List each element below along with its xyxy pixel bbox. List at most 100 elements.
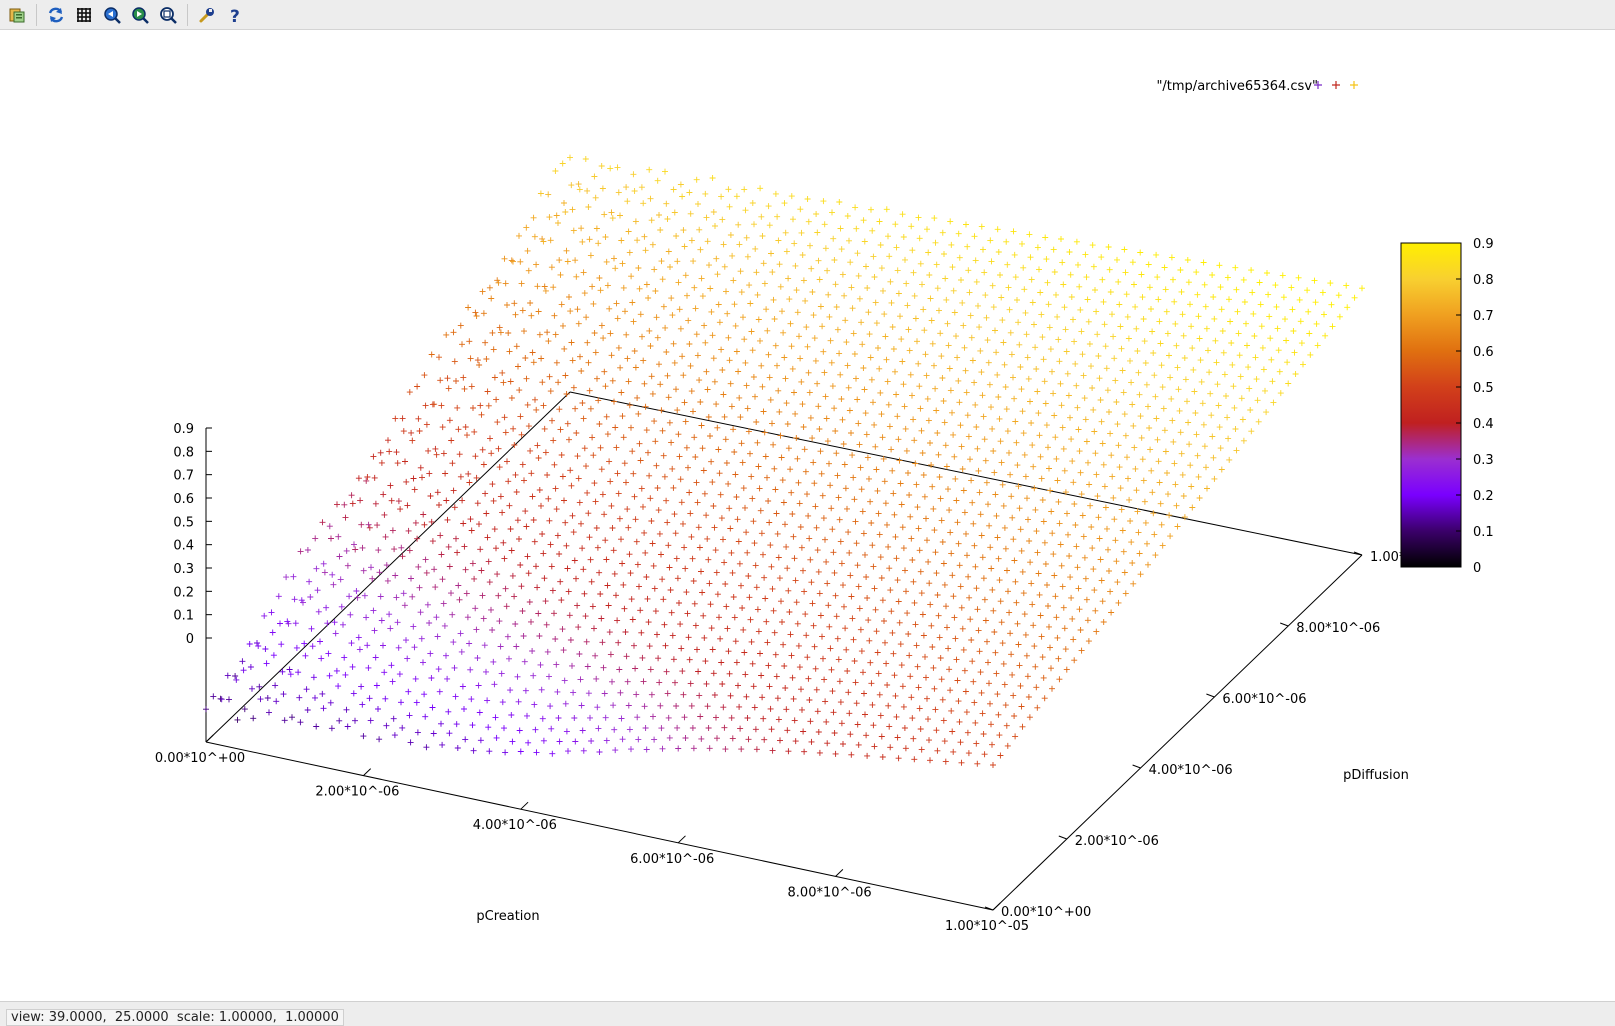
zoom-back-icon [104,6,121,24]
surface-point-group [537,190,1143,398]
colorbar-tick-label: 0.9 [1473,237,1494,252]
surface-point-group [469,722,476,729]
y-tick-mark [1280,622,1289,627]
colorbar: 0 0.1 0.2 0.3 0.4 0.5 0.6 0.7 0.8 0.9 [1400,237,1494,576]
surface-point-group [386,448,894,751]
surface-point-group [524,247,1142,536]
surface-point-group [696,692,703,699]
surface-point-group [1073,238,1288,323]
surface-point-group [599,185,1183,414]
surface-point-group [1010,692,1017,699]
surface-point-group [366,695,413,719]
surface-point-group [433,614,528,665]
surface-point-group [268,609,403,678]
surface-point-group [625,228,1049,407]
surface-point-group [428,518,435,525]
surface-point-group [694,352,1080,550]
surface-point-group [757,185,1267,373]
surface-point-group [479,446,925,753]
surface-point-group [407,739,414,746]
surface-point-group [436,354,1024,689]
surface-point-group [781,193,1276,385]
surface-point-group [462,566,678,686]
surface-point-group [764,474,1038,650]
export-button[interactable] [4,2,30,28]
surface-point-group [250,715,257,722]
z-tick-label: 0.5 [173,515,194,530]
surface-point-group [446,563,736,742]
surface-point-group [324,620,578,721]
surface-point-group [382,533,389,540]
surface-point-group [876,218,1227,356]
surface-point-group [479,592,574,643]
surface-point-group [432,584,688,721]
surface-point-group [499,369,878,592]
surface-point-group [398,544,607,671]
zoom-previous-button[interactable] [99,2,125,28]
surface-point-group [417,609,448,629]
surface-point-group [1285,380,1292,387]
surface-point-group [247,664,254,670]
surface-point-group [518,431,978,706]
surface-point-group [997,272,1180,349]
surface-point-group [493,734,500,741]
surface-point-group [573,430,580,436]
help-button[interactable]: ? [222,2,248,28]
surface-point-group [576,186,1166,391]
surface-point-group [517,413,1010,729]
plot-canvas[interactable]: 0.00*10^+00 2.00*10^-06 4.00*10^-06 6.00*10… [0,30,1615,1000]
surface-point-group [450,639,601,711]
surface-point-group [562,187,1217,461]
config-button[interactable] [194,2,220,28]
surface-point-group [466,471,884,719]
refresh-icon [48,7,64,22]
surface-point-group [357,497,379,507]
surface-point-group [363,477,745,753]
surface-point-group [352,546,398,553]
autoscale-button[interactable] [155,2,181,28]
surface-point-group [580,415,1023,669]
surface-point-group [530,214,1180,509]
toolbar-separator [36,3,37,26]
surface-point-group [673,233,1225,473]
surface-point-group [454,745,461,751]
surface-point-group [562,372,835,512]
surface-point-group [308,625,563,745]
surface-point-group [511,593,670,675]
grid-icon [77,7,91,22]
surface-point-group [987,237,1130,298]
colorbar-tick-label: 0.6 [1473,345,1494,360]
surface-point-group [531,212,1164,507]
surface-point-group [674,724,681,731]
surface-point-group [380,642,386,649]
replot-button[interactable] [43,2,69,28]
surface-point-group [885,233,891,240]
surface-point-group [1042,234,1145,278]
surface-point-group [585,204,1233,463]
surface-point-group [470,405,986,717]
surface-point-group [203,706,209,713]
surface-point-group [580,269,1159,559]
surface-point-group [575,181,1218,482]
surface-point-group [335,683,342,690]
surface-point-group [466,338,1030,659]
surface-point-group [456,596,463,603]
surface-point-group [665,248,1187,499]
surface-point-group [541,283,1098,594]
surface-point-group [631,642,637,649]
surface-point-group [558,597,621,624]
surface-point-group [499,699,530,719]
surface-point-group [473,288,1049,567]
surface-point-group [582,156,1197,373]
surface-point-group [516,232,1108,490]
grid-button[interactable] [71,2,97,28]
surface-point-group [384,577,672,721]
zoom-next-button[interactable] [127,2,153,28]
surface-point-group [1241,299,1329,339]
surface-point-group [883,206,1282,354]
surface-point-group [336,717,343,724]
surface-point-group [709,175,1243,359]
surface-point-group [1003,238,1258,339]
surface-point-group [420,511,427,518]
surface-point-group [630,171,1206,407]
